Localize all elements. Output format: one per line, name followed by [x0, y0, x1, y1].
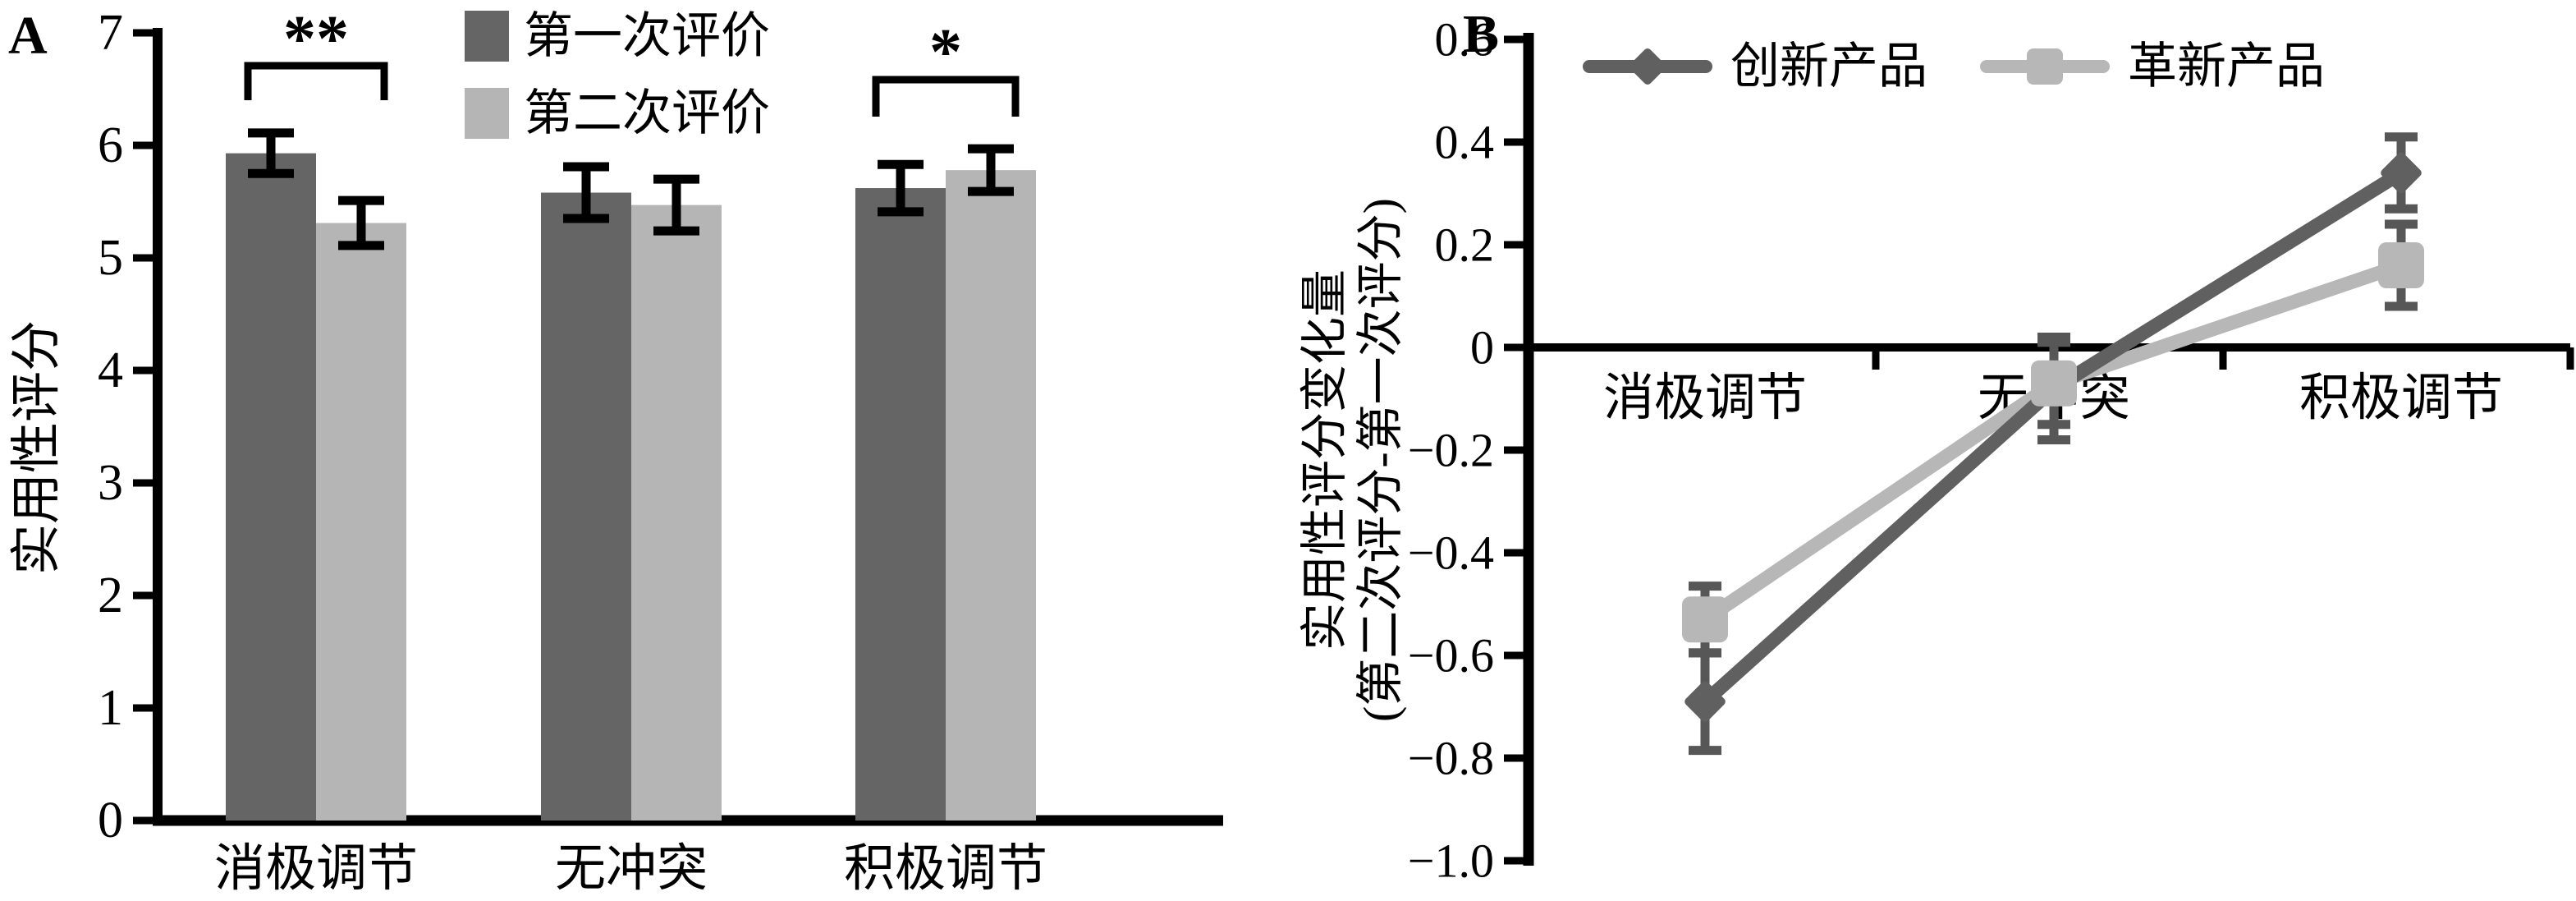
y-tick-label: 0.2 — [1435, 218, 1495, 272]
bar-series1-cat0 — [316, 223, 406, 821]
y-tick-label: −1.0 — [1408, 834, 1494, 888]
y-tick-label: 5 — [98, 230, 123, 286]
bar-series0-cat0 — [226, 153, 316, 821]
square-icon — [2027, 48, 2063, 85]
legend-item-renewed-product: 革新产品 — [1980, 39, 2325, 94]
bar-series1-cat1 — [631, 205, 722, 821]
legend-label-renewed-product: 革新产品 — [2128, 39, 2325, 94]
legend-item-second-rating: 第二次评价 — [465, 87, 770, 140]
panel-a-label: A — [8, 6, 48, 66]
marker-square-cat2 — [2378, 242, 2424, 288]
y-tick-label: −0.2 — [1408, 424, 1494, 477]
legend-item-first-rating: 第一次评价 — [465, 10, 770, 62]
x-category-label: 积极调节 — [2299, 370, 2503, 426]
legend-label-innovative-product: 创新产品 — [1730, 39, 1927, 94]
y-tick-label: 6 — [98, 117, 123, 173]
x-category-label: 消极调节 — [214, 841, 418, 897]
legend-label-second-rating: 第二次评价 — [524, 86, 770, 140]
panel-b-chart: 0.60.40.20−0.2−0.4−0.6−0.8−1.0消极调节无冲突积极调… — [1408, 13, 2574, 888]
y-tick-label: 2 — [98, 568, 123, 623]
y-tick-label: −0.6 — [1408, 629, 1494, 683]
panel-b-label: B — [1463, 4, 1500, 64]
marker-diamond-cat0 — [1684, 681, 1726, 723]
diamond-icon — [1627, 46, 1668, 87]
bar-series0-cat1 — [541, 192, 631, 821]
x-category-label: 无冲突 — [555, 841, 708, 897]
marker-square-cat1 — [2031, 360, 2077, 407]
y-tick-label: −0.8 — [1408, 732, 1494, 785]
y-tick-label: 0 — [1470, 321, 1494, 375]
legend-marker-diamond — [1583, 39, 1712, 94]
y-tick-label: −0.4 — [1408, 526, 1494, 580]
x-category-label: 消极调节 — [1603, 370, 1807, 426]
y-tick-label: 7 — [98, 5, 123, 61]
legend-label-first-rating: 第一次评价 — [524, 9, 770, 63]
legend-swatch-second-rating — [465, 88, 509, 139]
panel-b-y-axis-title-line2: (第二次评分-第一次评分) — [1354, 198, 1407, 722]
legend-swatch-first-rating — [465, 11, 509, 62]
y-tick-label: 0 — [98, 793, 123, 848]
y-tick-label: 4 — [98, 342, 123, 398]
x-category-label: 积极调节 — [844, 841, 1047, 897]
y-tick-label: 3 — [98, 455, 123, 511]
y-tick-label: 0.4 — [1435, 116, 1495, 169]
marker-square-cat0 — [1682, 596, 1728, 643]
panel-b-y-axis-title: 实用性评分变化量 (第二次评分-第一次评分) — [1297, 123, 1409, 797]
bar-series1-cat2 — [946, 170, 1036, 821]
significance-label: ** — [283, 3, 349, 76]
significance-bracket — [872, 76, 1020, 117]
panel-a-legend: 第一次评价 第二次评价 — [465, 10, 770, 140]
panel-b-y-axis-title-line1: 实用性评分变化量 — [1298, 269, 1351, 651]
marker-diamond-cat2 — [2381, 152, 2422, 194]
significance-bracket — [244, 62, 388, 100]
panel-a-y-axis-title: 实用性评分 — [9, 320, 65, 576]
legend-item-innovative-product: 创新产品 — [1583, 39, 1927, 94]
y-tick-label: 1 — [98, 680, 123, 736]
y-tick-label: 0.6 — [1435, 13, 1495, 67]
significance-label: * — [929, 16, 962, 89]
bar-series0-cat2 — [855, 188, 946, 821]
legend-marker-square — [1980, 39, 2110, 94]
